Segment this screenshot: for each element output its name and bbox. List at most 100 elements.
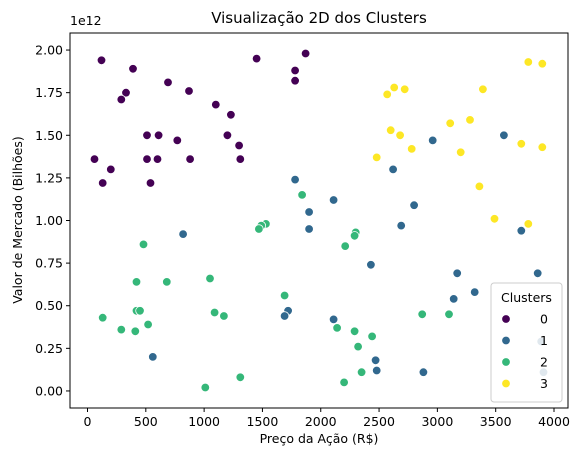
point-cluster-0	[172, 135, 183, 146]
y-tick-label: 0.25	[35, 341, 63, 356]
y-tick-label: 1.50	[35, 128, 63, 143]
y-tick-label: 0.00	[35, 383, 63, 398]
point-cluster-0	[89, 154, 100, 164]
point-cluster-2	[339, 377, 349, 388]
point-cluster-1	[328, 314, 339, 325]
y-tick-label: 1.25	[35, 170, 63, 185]
point-cluster-0	[142, 154, 152, 164]
point-cluster-1	[366, 260, 376, 270]
point-cluster-3	[386, 125, 396, 135]
point-cluster-1	[533, 268, 543, 279]
point-cluster-2	[205, 273, 215, 284]
point-cluster-3	[474, 181, 485, 192]
point-cluster-3	[537, 59, 548, 69]
point-cluster-1	[428, 135, 438, 146]
point-cluster-0	[184, 86, 194, 96]
point-cluster-1	[388, 164, 398, 175]
point-cluster-1	[178, 229, 188, 239]
y-offset-label: 1e12	[70, 13, 102, 28]
point-cluster-2	[138, 239, 149, 250]
point-cluster-3	[537, 142, 548, 152]
point-cluster-2	[254, 224, 264, 234]
legend-marker-0	[501, 314, 511, 324]
legend-box	[490, 282, 563, 403]
point-cluster-0	[185, 154, 195, 164]
x-axis-ticks: 0 500 1000 1500 2000 2500 3000 3500 4000	[84, 408, 570, 429]
point-cluster-2	[209, 307, 220, 318]
y-tick-label: 2.00	[35, 43, 63, 58]
point-cluster-3	[372, 152, 382, 163]
point-cluster-1	[370, 355, 381, 366]
point-cluster-3	[389, 82, 399, 93]
point-cluster-0	[163, 77, 173, 88]
point-cluster-0	[145, 178, 156, 188]
point-cluster-0	[97, 178, 108, 188]
legend-marker-2	[501, 357, 511, 367]
legend-label-1: 1	[540, 333, 548, 348]
point-cluster-3	[445, 118, 455, 129]
point-cluster-2	[116, 324, 127, 335]
point-cluster-0	[211, 99, 221, 110]
point-cluster-1	[396, 220, 406, 231]
point-cluster-3	[407, 144, 417, 154]
point-cluster-2	[131, 277, 142, 287]
point-cluster-2	[356, 367, 367, 377]
point-cluster-2	[332, 323, 342, 333]
point-cluster-2	[97, 313, 108, 323]
point-cluster-2	[162, 277, 172, 287]
point-cluster-0	[106, 164, 116, 175]
point-cluster-0	[235, 154, 246, 164]
point-cluster-2	[135, 306, 145, 316]
point-cluster-1	[328, 195, 339, 205]
point-cluster-1	[372, 365, 382, 376]
point-cluster-0	[153, 130, 164, 141]
point-cluster-3	[489, 214, 500, 224]
point-cluster-3	[456, 147, 466, 158]
point-cluster-2	[349, 231, 360, 241]
point-cluster-0	[128, 64, 138, 74]
chart-title: Visualização 2D dos Clusters	[211, 9, 427, 27]
point-cluster-0	[251, 53, 262, 64]
plot-frame	[69, 32, 569, 409]
x-tick-label: 1000	[188, 414, 220, 429]
point-cluster-2	[349, 326, 360, 337]
y-tick-label: 1.75	[35, 85, 63, 100]
point-cluster-1	[452, 268, 462, 279]
x-tick-label: 4000	[538, 414, 570, 429]
point-cluster-0	[121, 87, 131, 98]
point-cluster-3	[382, 89, 392, 100]
point-cluster-2	[367, 331, 377, 342]
point-cluster-2	[279, 290, 290, 301]
legend-items: 0 1 2 3	[501, 312, 548, 391]
y-axis-title: Valor de Mercado (Bilhões)	[10, 136, 25, 304]
x-tick-label: 0	[84, 414, 92, 429]
y-axis-ticks: 0.00 0.25 0.50 0.75 1.00 1.25 1.50 1.75 2.00	[35, 43, 70, 398]
point-cluster-1	[304, 224, 314, 234]
point-cluster-3	[523, 219, 534, 229]
x-tick-label: 3000	[421, 414, 453, 429]
point-cluster-2	[200, 382, 211, 393]
point-cluster-0	[116, 94, 127, 105]
point-cluster-2	[444, 309, 454, 320]
point-cluster-0	[142, 130, 152, 141]
point-cluster-1	[409, 200, 419, 210]
legend-title: Clusters	[501, 290, 552, 305]
point-cluster-1	[418, 367, 429, 377]
x-tick-label: 3500	[480, 414, 512, 429]
point-cluster-2	[130, 326, 141, 337]
point-cluster-1	[470, 287, 480, 297]
point-cluster-3	[400, 84, 410, 95]
legend-label-2: 2	[540, 355, 548, 370]
point-cluster-3	[516, 139, 527, 149]
points-layer	[89, 48, 549, 393]
point-cluster-0	[222, 130, 233, 141]
legend: Clusters 0 1 2 3	[490, 282, 563, 403]
x-tick-label: 500	[134, 414, 158, 429]
point-cluster-0	[152, 154, 163, 164]
legend-label-3: 3	[540, 376, 548, 391]
point-cluster-0	[300, 48, 311, 59]
point-cluster-0	[96, 55, 107, 66]
point-cluster-2	[340, 241, 350, 251]
point-cluster-2	[417, 309, 427, 320]
